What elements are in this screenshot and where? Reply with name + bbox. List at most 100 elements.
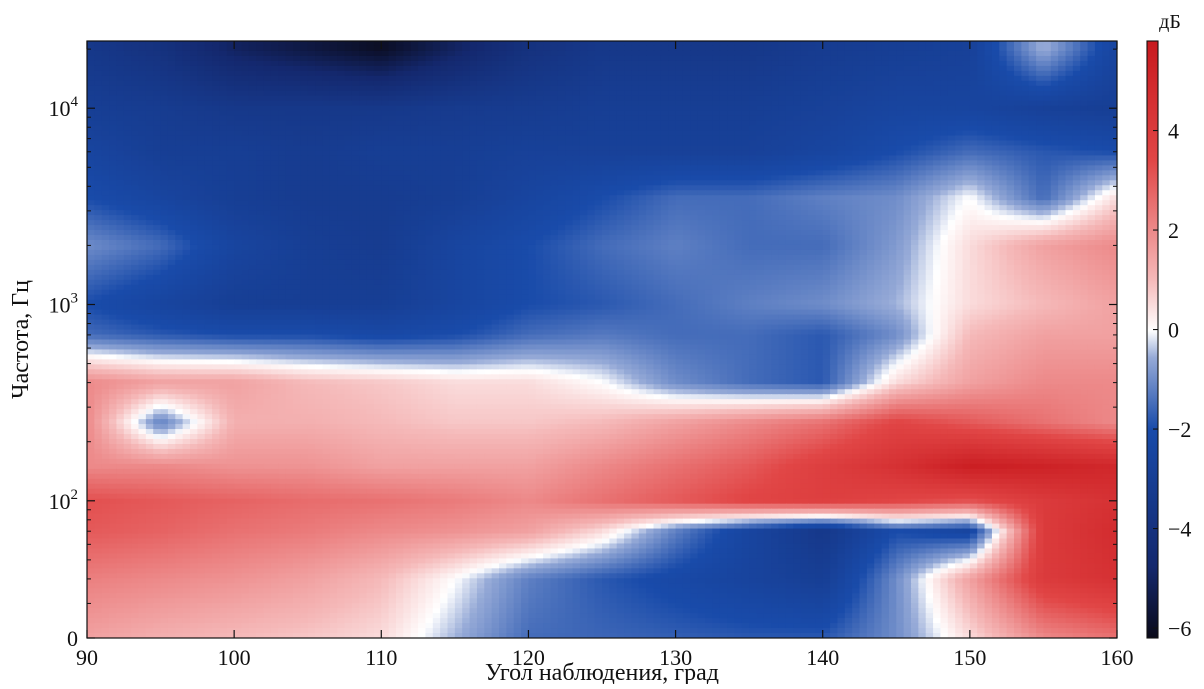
heatmap-cell xyxy=(653,95,662,102)
heatmap-cell xyxy=(771,145,780,152)
heatmap-cell xyxy=(947,195,956,201)
heatmap-cell xyxy=(631,41,640,47)
heatmap-cell xyxy=(521,70,530,77)
heatmap-cell xyxy=(329,170,338,177)
heatmap-cell xyxy=(962,41,971,47)
heatmap-cell xyxy=(896,150,905,157)
heatmap-cell xyxy=(984,195,993,201)
heatmap-cell xyxy=(432,125,441,132)
heatmap-cell xyxy=(962,70,971,77)
heatmap-cell xyxy=(153,105,162,112)
heatmap-cell xyxy=(874,200,883,206)
heatmap-cell xyxy=(167,185,177,192)
heatmap-cell xyxy=(918,85,927,92)
heatmap-cell xyxy=(351,195,361,201)
heatmap-cell xyxy=(682,100,692,107)
heatmap-cell xyxy=(359,180,368,187)
heatmap-cell xyxy=(263,175,272,182)
heatmap-cell xyxy=(727,155,736,162)
heatmap-cell xyxy=(396,170,405,177)
heatmap-cell xyxy=(631,215,640,221)
heatmap-cell xyxy=(609,170,618,177)
heatmap-cell xyxy=(638,160,647,167)
heatmap-cell xyxy=(690,145,699,152)
heatmap-cell xyxy=(771,100,780,107)
heatmap-cell xyxy=(785,140,795,147)
heatmap-cell xyxy=(182,165,191,172)
heatmap-cell xyxy=(984,170,993,177)
heatmap-cell xyxy=(160,55,169,62)
heatmap-cell xyxy=(204,145,213,152)
heatmap-cell xyxy=(109,210,118,216)
heatmap-cell xyxy=(749,215,758,221)
heatmap-cell xyxy=(270,105,280,112)
heatmap-cell xyxy=(528,105,537,112)
heatmap-cell xyxy=(1072,130,1082,137)
heatmap-cell xyxy=(366,155,375,162)
heatmap-cell xyxy=(1021,210,1030,216)
heatmap-cell xyxy=(690,55,699,62)
heatmap-cell xyxy=(116,175,125,182)
heatmap-cell xyxy=(366,105,375,112)
heatmap-cell xyxy=(101,85,110,92)
heatmap-cell xyxy=(263,140,272,147)
heatmap-cell xyxy=(668,45,677,52)
heatmap-cell xyxy=(741,41,750,47)
heatmap-cell xyxy=(359,135,368,142)
heatmap-cell xyxy=(440,165,449,172)
heatmap-cell xyxy=(476,90,486,97)
heatmap-cell xyxy=(285,185,294,192)
heatmap-cell xyxy=(874,60,883,67)
heatmap-cell xyxy=(1006,115,1015,122)
heatmap-cell xyxy=(756,100,765,107)
heatmap-cell xyxy=(462,110,471,117)
heatmap-cell xyxy=(145,115,155,122)
heatmap-cell xyxy=(160,215,169,221)
heatmap-cell xyxy=(484,45,493,52)
heatmap-cell xyxy=(888,41,898,47)
heatmap-cell xyxy=(87,115,96,122)
heatmap-cell xyxy=(859,180,868,187)
heatmap-cell xyxy=(749,41,758,47)
heatmap-cell xyxy=(263,135,272,142)
heatmap-cell xyxy=(808,120,817,127)
heatmap-cell xyxy=(1109,185,1117,192)
heatmap-cell xyxy=(263,41,272,47)
heatmap-cell xyxy=(933,135,942,142)
heatmap-cell xyxy=(344,65,353,72)
heatmap-cell xyxy=(565,145,574,152)
heatmap-cell xyxy=(182,215,191,221)
heatmap-cell xyxy=(396,215,405,221)
heatmap-cell xyxy=(197,55,206,62)
heatmap-cell xyxy=(969,210,979,216)
heatmap-cell xyxy=(300,200,309,206)
heatmap-cell xyxy=(749,185,758,192)
heatmap-cell xyxy=(881,45,890,52)
heatmap-cell xyxy=(771,105,780,112)
heatmap-cell xyxy=(396,90,405,97)
heatmap-cell xyxy=(1028,160,1037,167)
heatmap-cell xyxy=(285,200,294,206)
heatmap-cell xyxy=(1043,195,1052,201)
heatmap-cell xyxy=(859,210,868,216)
heatmap-cell xyxy=(594,205,603,211)
heatmap-cell xyxy=(587,215,596,221)
heatmap-cell xyxy=(543,160,552,167)
heatmap-cell xyxy=(123,185,132,192)
heatmap-cell xyxy=(763,130,773,137)
heatmap-cell xyxy=(624,185,633,192)
heatmap-cell xyxy=(256,185,265,192)
heatmap-cell xyxy=(190,120,199,127)
heatmap-cell xyxy=(719,205,728,211)
heatmap-cell xyxy=(903,175,912,182)
heatmap-cell xyxy=(263,130,272,137)
heatmap-cell xyxy=(285,210,294,216)
heatmap-cell xyxy=(425,80,434,87)
heatmap-cell xyxy=(719,55,728,62)
heatmap-cell xyxy=(1072,110,1082,117)
heatmap-cell xyxy=(396,105,405,112)
heatmap-cell xyxy=(197,190,206,197)
heatmap-cell xyxy=(535,195,544,201)
heatmap-cell xyxy=(749,130,758,137)
heatmap-cell xyxy=(373,200,383,206)
